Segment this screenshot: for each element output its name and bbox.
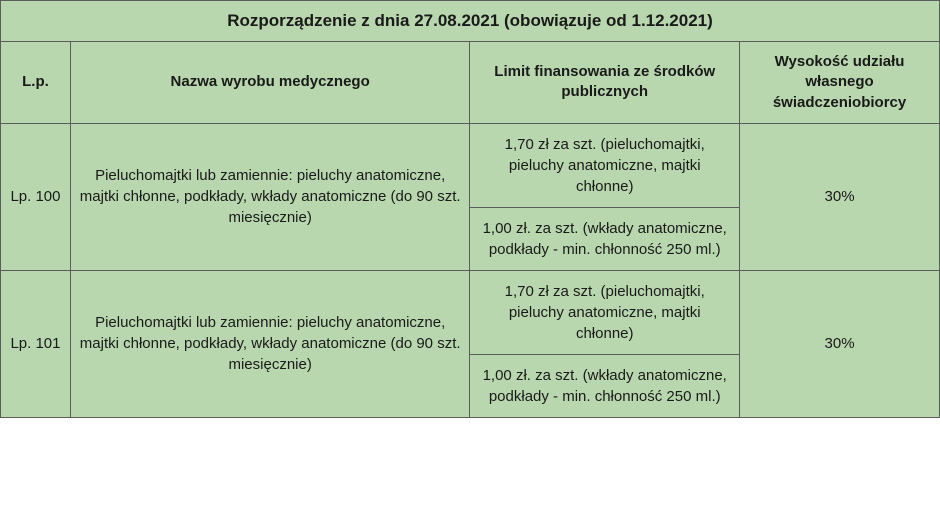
cell-limit: 1,00 zł. za szt. (wkłady anatomiczne, po… (470, 354, 740, 417)
header-share: Wysokość udziału własnego świadczeniobio… (740, 42, 940, 124)
header-lp: L.p. (1, 42, 71, 124)
cell-name: Pieluchomajtki lub zamiennie: pieluchy a… (70, 123, 469, 270)
header-row: L.p. Nazwa wyrobu medycznego Limit finan… (1, 42, 940, 124)
title-row: Rozporządzenie z dnia 27.08.2021 (obowią… (1, 1, 940, 42)
table-title: Rozporządzenie z dnia 27.08.2021 (obowią… (1, 1, 940, 42)
table-row: Lp. 100 Pieluchomajtki lub zamiennie: pi… (1, 123, 940, 207)
header-limit: Limit finansowania ze środków publicznyc… (470, 42, 740, 124)
table-row: Lp. 101 Pieluchomajtki lub zamiennie: pi… (1, 270, 940, 354)
cell-name: Pieluchomajtki lub zamiennie: pieluchy a… (70, 270, 469, 417)
header-name: Nazwa wyrobu medycznego (70, 42, 469, 124)
cell-limit: 1,70 zł za szt. (pieluchomajtki, pieluch… (470, 270, 740, 354)
cell-lp: Lp. 100 (1, 123, 71, 270)
regulation-table: Rozporządzenie z dnia 27.08.2021 (obowią… (0, 0, 940, 418)
cell-share: 30% (740, 123, 940, 270)
cell-lp: Lp. 101 (1, 270, 71, 417)
cell-share: 30% (740, 270, 940, 417)
cell-limit: 1,00 zł. za szt. (wkłady anatomiczne, po… (470, 207, 740, 270)
cell-limit: 1,70 zł za szt. (pieluchomajtki, pieluch… (470, 123, 740, 207)
